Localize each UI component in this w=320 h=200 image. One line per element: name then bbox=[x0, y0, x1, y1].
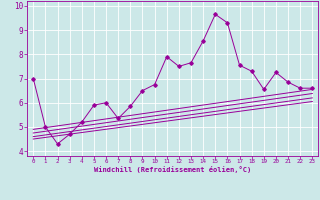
X-axis label: Windchill (Refroidissement éolien,°C): Windchill (Refroidissement éolien,°C) bbox=[94, 166, 252, 173]
